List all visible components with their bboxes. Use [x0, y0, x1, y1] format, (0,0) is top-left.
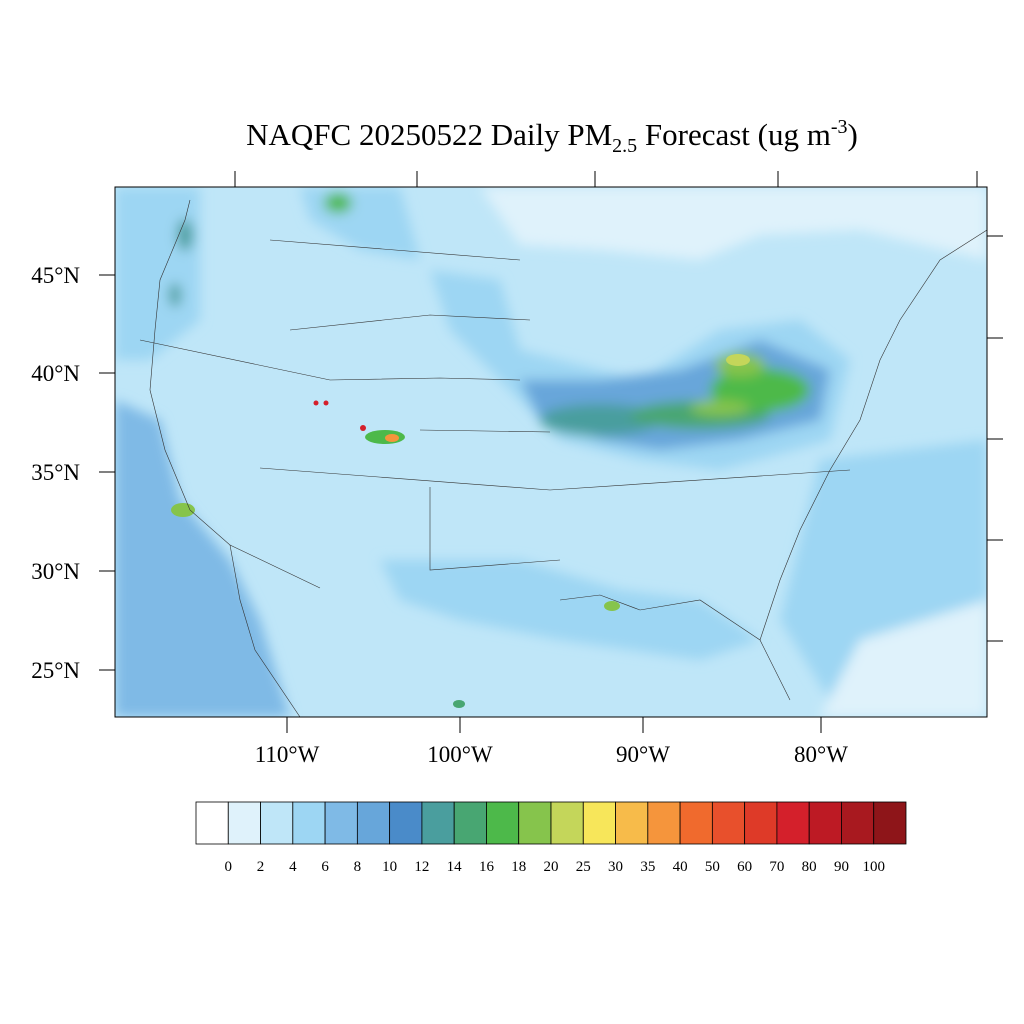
colorbar-box	[421, 801, 455, 845]
colorbar-box	[808, 801, 842, 845]
colorbar: 0 2 4 6 8 10 12 14 16 18 20 25 30 35 40 50 60 70 80 90 100	[195, 801, 907, 875]
colorbar-box	[615, 801, 649, 845]
colorbar-label: 20	[544, 859, 559, 875]
title-text: Forecast (ug m	[637, 117, 831, 152]
colorbar-label: 10	[382, 859, 397, 875]
colorbar-box	[227, 801, 261, 845]
colorbar-label: 0	[225, 859, 233, 875]
colorbar-label: 50	[705, 859, 720, 875]
colorbar-box	[453, 801, 487, 845]
lat-label: 45°N	[31, 263, 80, 288]
colorbar-box	[582, 801, 616, 845]
colorbar-box	[486, 801, 520, 845]
lat-label: 25°N	[31, 658, 80, 683]
title: NAQFC 20250522 Daily PM2.5 Forecast (ug …	[246, 116, 858, 157]
lat-label: 35°N	[31, 460, 80, 485]
lat-label: 30°N	[31, 559, 80, 584]
colorbar-box	[195, 801, 229, 845]
colorbar-box	[260, 801, 294, 845]
title-text: NAQFC 20250522 Daily PM	[246, 117, 612, 152]
map-frame	[114, 186, 988, 718]
colorbar-box	[292, 801, 326, 845]
colorbar-label: 12	[414, 859, 429, 875]
colorbar-label: 30	[608, 859, 623, 875]
colorbar-box	[679, 801, 713, 845]
colorbar-box	[744, 801, 778, 845]
colorbar-label: 80	[802, 859, 817, 875]
axis-ticks	[99, 171, 1003, 733]
colorbar-box	[647, 801, 681, 845]
lon-label: 100°W	[427, 742, 493, 767]
title-text: )	[848, 117, 858, 152]
colorbar-box	[776, 801, 810, 845]
map-field	[115, 187, 987, 717]
colorbar-label: 90	[834, 859, 849, 875]
colorbar-label: 40	[673, 859, 688, 875]
colorbar-label: 8	[354, 859, 362, 875]
colorbar-box	[356, 801, 391, 845]
lon-label: 90°W	[616, 742, 670, 767]
colorbar-box	[711, 801, 746, 845]
colorbar-label: 6	[321, 859, 329, 875]
colorbar-label: 70	[769, 859, 784, 875]
colorbar-label: 4	[289, 859, 297, 875]
colorbar-box	[518, 801, 552, 845]
colorbar-label: 18	[511, 859, 526, 875]
title-superscript: -3	[831, 116, 848, 138]
colorbar-label: 35	[640, 859, 655, 875]
lon-label: 80°W	[794, 742, 848, 767]
colorbar-label: 14	[447, 859, 463, 875]
colorbar-label: 100	[862, 859, 885, 875]
colorbar-label: 16	[479, 859, 495, 875]
colorbar-label: 2	[257, 859, 265, 875]
colorbar-box	[389, 801, 423, 845]
colorbar-label: 60	[737, 859, 752, 875]
lon-label: 110°W	[255, 742, 320, 767]
colorbar-box	[324, 801, 358, 845]
colorbar-box	[550, 801, 584, 845]
title-subscript: 2.5	[612, 135, 637, 157]
colorbar-box	[841, 801, 875, 845]
lat-label: 40°N	[31, 361, 80, 386]
colorbar-label: 25	[576, 859, 591, 875]
axis-labels: 45°N 40°N 35°N 30°N 25°N 110°W 100°W 90°W 80°W	[31, 263, 848, 767]
colorbar-box	[873, 801, 907, 845]
